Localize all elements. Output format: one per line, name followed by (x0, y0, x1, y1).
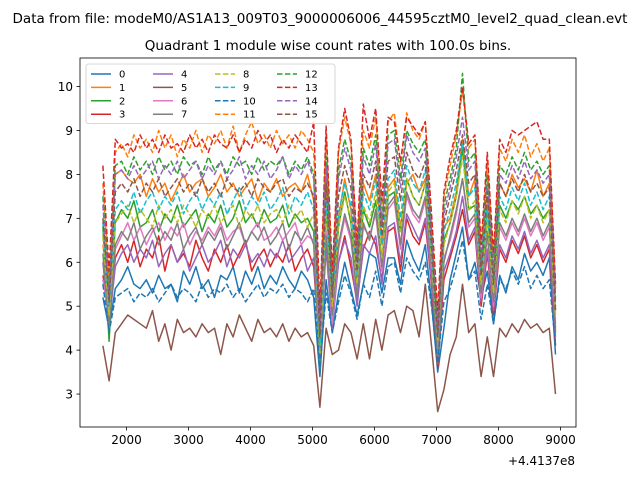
y-tick-label: 6 (65, 256, 73, 270)
legend-label-1: 1 (119, 83, 125, 94)
y-tick-label: 8 (65, 168, 73, 182)
x-tick-label: 4000 (235, 433, 266, 447)
plot-area (102, 72, 557, 413)
x-tick-label: 5000 (297, 433, 328, 447)
legend-label-4: 4 (181, 70, 187, 81)
y-tick-label: 5 (65, 300, 73, 314)
x-tick-label: 2000 (111, 433, 142, 447)
y-tick-label: 10 (58, 80, 73, 94)
x-tick-label: 8000 (483, 433, 514, 447)
series-line-10 (102, 239, 557, 369)
legend-label-12: 12 (305, 70, 318, 81)
legend-box (85, 63, 336, 124)
legend-label-0: 0 (119, 70, 125, 81)
axes: 2000 3000 4000 5000 6000 7000 8000 9000 3 4 5 6 7 8 9 1… (58, 57, 577, 447)
series-line-5 (102, 283, 557, 413)
x-tick-label: 3000 (173, 433, 204, 447)
x-tick-label: 6000 (359, 433, 390, 447)
legend-label-6: 6 (181, 96, 187, 107)
y-tick-label: 3 (65, 388, 73, 402)
series-line-13 (102, 85, 557, 312)
plot-frame (79, 57, 577, 428)
x-tick-label: 9000 (545, 433, 576, 447)
y-tick-label: 7 (65, 212, 73, 226)
chart-title: Quadrant 1 module wise count rates with … (145, 38, 511, 54)
series-line-15 (102, 134, 557, 338)
x-axis-offset-label: +4.4137e8 (508, 454, 575, 468)
legend-label-5: 5 (181, 83, 187, 94)
legend-label-7: 7 (181, 110, 187, 121)
legend-label-8: 8 (243, 70, 249, 81)
legend-label-15: 15 (305, 110, 318, 121)
legend-label-2: 2 (119, 96, 125, 107)
legend-label-3: 3 (119, 110, 125, 121)
figure-suptitle: Data from file: modeM0/AS1A13_009T03_900… (13, 11, 628, 27)
x-tick-label: 7000 (421, 433, 452, 447)
legend-label-13: 13 (305, 83, 318, 94)
y-tick-label: 9 (65, 124, 73, 138)
legend-label-14: 14 (305, 96, 318, 107)
legend-label-11: 11 (243, 110, 256, 121)
y-tick-label: 4 (65, 344, 73, 358)
legend-label-9: 9 (243, 83, 249, 94)
legend-label-10: 10 (243, 96, 256, 107)
